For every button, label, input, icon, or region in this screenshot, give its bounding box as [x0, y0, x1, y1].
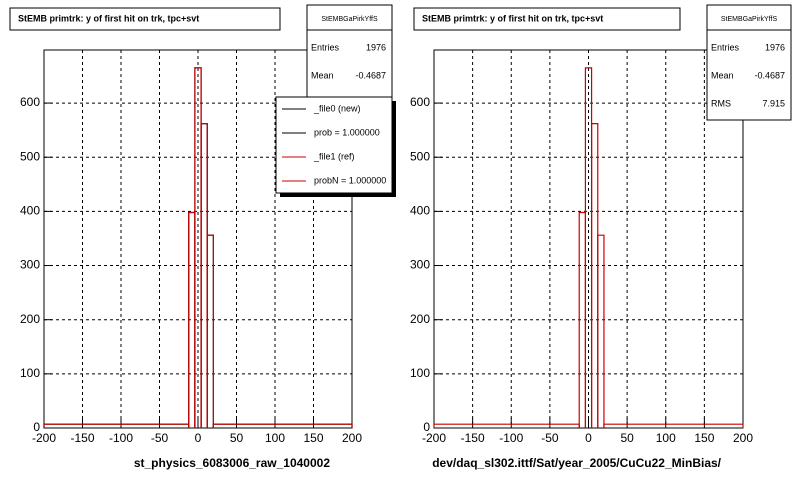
chart-title: StEMB primtrk: y of first hit on trk, tp…	[422, 13, 603, 23]
x-tick-label: -100	[499, 431, 523, 445]
stats-value: 1976	[366, 42, 386, 52]
legend-prob: probN = 1.000000	[314, 175, 386, 185]
x-tick-label: -150	[461, 431, 485, 445]
stats-value: 1976	[765, 42, 785, 52]
stats-title: StEMBGaPirkYffS	[321, 16, 378, 23]
x-tick-label: 100	[656, 431, 676, 445]
x-tick-label: -150	[70, 431, 94, 445]
y-tick-label: 300	[410, 258, 430, 272]
x-tick-label: 50	[230, 431, 244, 445]
stats-label: Mean	[311, 70, 334, 80]
histogram-bin	[597, 234, 605, 428]
x-tick-label: -100	[109, 431, 133, 445]
stats-label: Mean	[711, 70, 734, 80]
x-tick-label: -200	[32, 431, 56, 445]
stats-title: StEMBGaPirkYffS	[721, 16, 778, 23]
histogram-bin	[603, 423, 744, 428]
x-tick-label: 50	[620, 431, 634, 445]
x-tick-label: -200	[422, 431, 446, 445]
y-tick-label: 200	[20, 312, 40, 326]
stats-label: Entries	[711, 42, 740, 52]
x-tick-label: 100	[265, 431, 285, 445]
x-tick-label: 200	[342, 431, 362, 445]
x-tick-label: 200	[733, 431, 753, 445]
stats-value: 7.915	[762, 98, 785, 108]
stats-label: RMS	[711, 98, 731, 108]
legend-prob: prob = 1.000000	[314, 127, 380, 137]
y-tick-label: 500	[20, 149, 40, 163]
y-tick-label: 300	[20, 258, 40, 272]
y-tick-label: 400	[410, 204, 430, 218]
y-tick-label: 600	[410, 95, 430, 109]
y-tick-label: 500	[410, 149, 430, 163]
y-tick-label: 100	[20, 366, 40, 380]
y-tick-label: 0	[33, 420, 40, 434]
stats-value: -0.4687	[754, 70, 785, 80]
x-tick-label: 0	[585, 431, 592, 445]
y-tick-label: 100	[410, 366, 430, 380]
x-axis-label: st_physics_6083006_raw_1040002	[134, 456, 330, 470]
y-tick-label: 200	[410, 312, 430, 326]
legend-entry: _file1 (ref)	[313, 151, 355, 161]
y-tick-label: 400	[20, 204, 40, 218]
title-box	[413, 7, 681, 31]
y-tick-label: 0	[423, 420, 430, 434]
legend-entry: _file0 (new)	[313, 103, 361, 113]
stats-label: Entries	[311, 42, 340, 52]
chart-title: StEMB primtrk: y of first hit on trk, tp…	[18, 13, 199, 23]
x-tick-label: -50	[151, 431, 169, 445]
x-axis-label: dev/daq_sl302.ittf/Sat/year_2005/CuCu22_…	[432, 456, 721, 470]
histogram-bin	[206, 234, 214, 428]
x-tick-label: 150	[303, 431, 323, 445]
legend-box	[275, 96, 393, 194]
title-box	[9, 7, 281, 31]
stats-value: -0.4687	[355, 70, 386, 80]
x-tick-label: -50	[541, 431, 559, 445]
x-tick-label: 0	[195, 431, 202, 445]
y-tick-label: 600	[20, 95, 40, 109]
x-tick-label: 150	[694, 431, 714, 445]
histogram-bin	[212, 423, 353, 428]
stats-box	[706, 4, 792, 121]
